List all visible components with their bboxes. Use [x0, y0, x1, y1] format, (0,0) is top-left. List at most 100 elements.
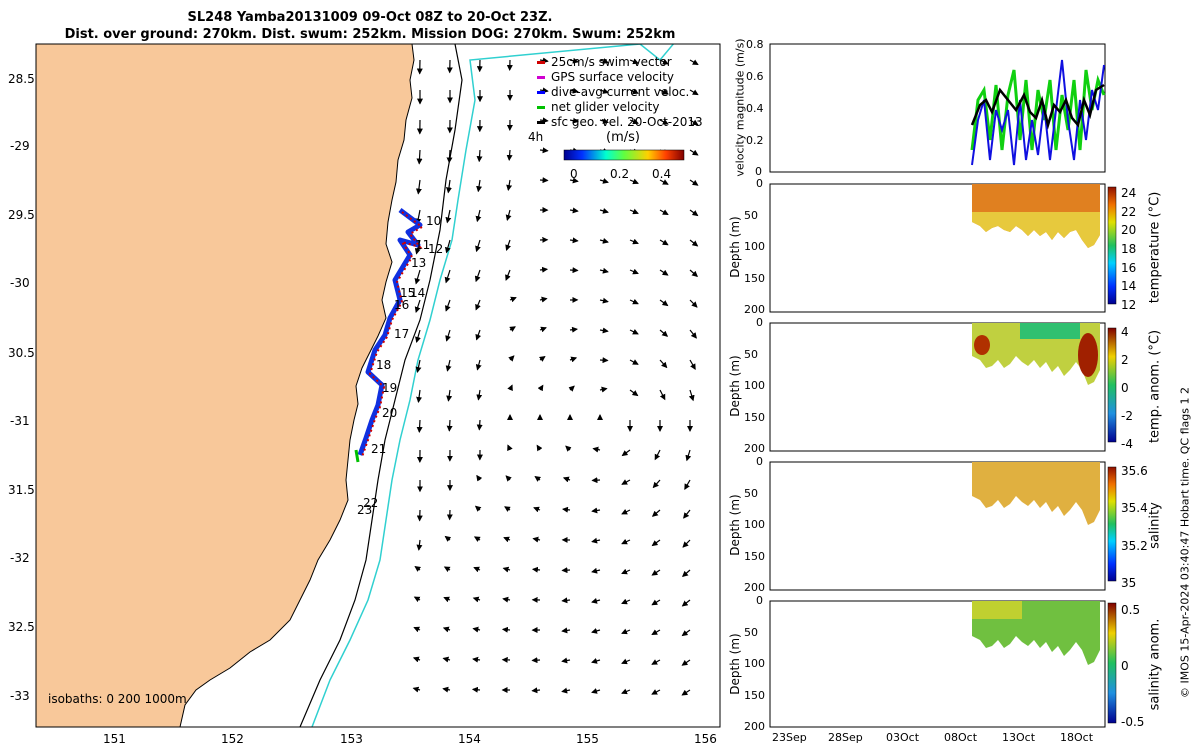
- surface-velocity-arrows: [412, 57, 699, 696]
- velocity-arrow: [534, 476, 542, 482]
- velocity-arrow: [412, 656, 421, 663]
- day-label: 19: [382, 381, 398, 395]
- lat-tick: 29.5: [8, 208, 35, 222]
- velocity-arrow: [537, 384, 544, 392]
- velocity-arrow: [621, 658, 631, 665]
- velocity-ytick: 0.6: [746, 70, 764, 83]
- velocity-arrow: [476, 179, 483, 193]
- velocity-arrow: [539, 87, 549, 94]
- velocity-arrow: [629, 118, 639, 125]
- velocity-arrow: [446, 419, 453, 432]
- velocity-ytick: 0.4: [746, 102, 764, 115]
- velocity-arrow: [442, 626, 451, 633]
- depth-tick: 200: [744, 303, 765, 316]
- velocity-arrow: [539, 296, 548, 303]
- net-glider-velocity-mark: [354, 449, 360, 463]
- depth-tick: 50: [744, 208, 758, 222]
- velocity-arrow: [442, 656, 451, 663]
- velocity-arrow: [621, 449, 631, 457]
- velocity-arrow: [599, 88, 609, 94]
- velocity-arrow: [445, 359, 452, 372]
- depth-tick: 100: [744, 240, 765, 253]
- lat-tick: -30: [10, 276, 30, 290]
- colorbar-tick: -4: [1121, 437, 1133, 451]
- velocity-arrow: [507, 384, 513, 392]
- lat-tick: -33: [10, 689, 30, 703]
- velocity-arrow: [474, 269, 481, 283]
- depth-ylabel: Depth (m): [728, 216, 742, 278]
- depth-tick: 0: [756, 177, 763, 190]
- velocity-arrow: [539, 326, 547, 333]
- swim-vector-trace: [361, 211, 424, 458]
- velocity-arrow: [599, 327, 609, 334]
- velocity-arrow: [505, 209, 512, 221]
- velocity-arrow: [689, 179, 699, 186]
- velocity-arrow: [561, 627, 571, 634]
- day-label: 11: [415, 238, 431, 252]
- lat-tick: 28.5: [8, 72, 35, 86]
- legend-item-sfc-geo: sfc geo. vel. 20-Oct-2013: [537, 115, 703, 129]
- legend-label: sfc geo. vel. 20-Oct-2013: [551, 115, 703, 129]
- velocity-arrow: [689, 149, 699, 156]
- velocity-arrow: [412, 686, 421, 693]
- temperature-section-lower: [972, 212, 1100, 248]
- legend-label: dive-avg current veloc.: [551, 85, 690, 99]
- velocity-arrow: [629, 58, 639, 65]
- day-label: 16: [394, 298, 410, 312]
- time-tick: 28Sep: [828, 731, 863, 744]
- lon-tick: 151: [103, 732, 126, 746]
- depth-tick: 50: [744, 625, 758, 639]
- map-frame: [35, 43, 721, 728]
- velocity-arrow: [621, 508, 631, 515]
- velocity-arrow: [592, 446, 601, 453]
- velocity-arrow: [689, 89, 699, 96]
- label-4h: 4h: [528, 130, 544, 144]
- velocity-arrow: [508, 355, 515, 362]
- velocity-arrow: [651, 599, 661, 606]
- day-label: 20: [382, 406, 398, 420]
- velocity-arrow: [651, 659, 661, 665]
- day-label: 12: [428, 242, 444, 256]
- velocity-arrow: [681, 689, 691, 696]
- lon-tick: 153: [340, 732, 363, 746]
- day-label: 22: [363, 496, 379, 510]
- velocity-arrow: [659, 179, 669, 185]
- day-label: 13: [411, 256, 427, 270]
- velocity-arrow: [476, 389, 483, 401]
- velocity-arrow: [591, 658, 601, 664]
- velocity-arrow: [621, 479, 631, 485]
- velocity-arrow: [629, 88, 639, 95]
- time-tick: 03Oct: [886, 731, 920, 744]
- velocity-arrow: [473, 566, 481, 573]
- velocity-arrow: [654, 449, 661, 461]
- temp-anomaly-colorbar: [1107, 327, 1117, 443]
- velocity-arrow: [621, 598, 631, 605]
- velocity-arrow: [562, 476, 571, 483]
- velocity-arrow: [599, 237, 609, 244]
- velocity-arrow: [569, 356, 578, 363]
- colorbar-tick: 0.5: [1121, 603, 1141, 617]
- velocity-arrow: [599, 58, 609, 64]
- velocity-ytick: 0.8: [746, 38, 764, 51]
- velocity-arrow: [689, 359, 696, 370]
- colorbar-label: salinity: [1147, 502, 1163, 549]
- velocity-arrow: [475, 209, 482, 223]
- colorbar-tick: 0: [1121, 381, 1129, 395]
- legend-label: net glider velocity: [551, 100, 660, 114]
- velocity-arrow: [659, 58, 669, 65]
- velocity-arrow: [568, 385, 575, 392]
- velocity-arrow: [539, 57, 549, 64]
- day-label: 14: [410, 286, 426, 300]
- lon-tick: 156: [694, 732, 717, 746]
- colorbar-tick: 0.2: [610, 167, 630, 181]
- depth-tick: 0: [756, 455, 763, 468]
- velocity-arrow: [689, 119, 699, 126]
- colorbar-tick: 20: [1121, 223, 1137, 238]
- velocity-arrow: [629, 389, 639, 397]
- colorbar-label: temperature (°C): [1147, 191, 1163, 304]
- velocity-arrow: [443, 566, 451, 573]
- velocity-arrow: [561, 687, 571, 694]
- velocity-arrow: [591, 567, 601, 574]
- lat-tick: -32: [10, 551, 30, 565]
